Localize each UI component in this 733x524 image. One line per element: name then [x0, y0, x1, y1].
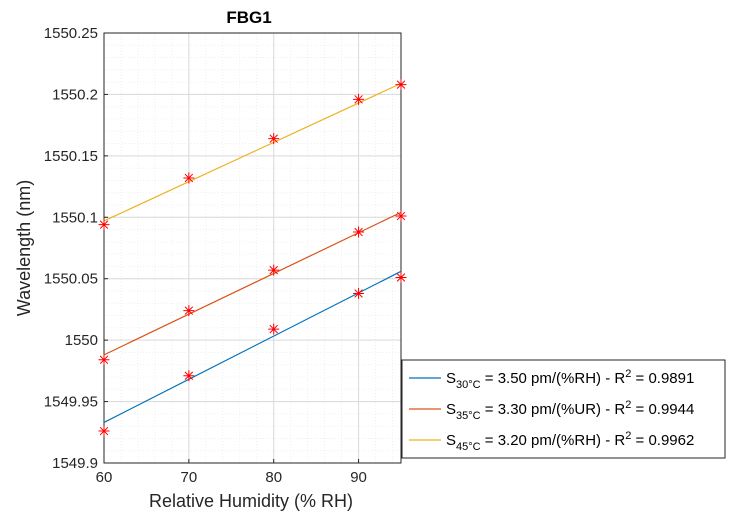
legend: S30°C = 3.50 pm/(%RH) - R2 = 0.9891 S35°C…: [401, 359, 726, 459]
data-point: [183, 172, 195, 184]
data-markers: [98, 79, 407, 437]
y-tick-label: 1549.9: [52, 455, 98, 472]
data-point: [395, 271, 407, 283]
legend-entry: S45°C = 3.20 pm/(%RH) - R2 = 0.9962: [446, 430, 694, 453]
data-point: [98, 425, 110, 437]
x-tick-label: 90: [350, 469, 367, 486]
y-tick-label: 1550.15: [44, 148, 98, 165]
legend-entry: S35°C = 3.30 pm/(%UR) - R2 = 0.9944: [446, 399, 694, 422]
fit-line: [103, 82, 402, 222]
y-tick-label: 1550: [65, 332, 98, 349]
fit-line: [103, 270, 402, 423]
chart-title: FBG1: [226, 8, 271, 27]
data-point: [183, 370, 195, 382]
y-tick-label: 1550.05: [44, 271, 98, 288]
x-tick-label: 60: [96, 469, 113, 486]
data-point: [395, 79, 407, 91]
y-axis-ticks: 1549.9 1549.95 1550 1550.05 1550.1 1550.15 155…: [44, 25, 108, 472]
y-axis-label: Wavelength (nm): [14, 180, 34, 316]
data-point: [353, 287, 365, 299]
fit-lines: [103, 82, 402, 423]
x-axis-label: Relative Humidity (% RH): [149, 491, 353, 511]
y-tick-label: 1550.1: [52, 209, 98, 226]
plot-area-frame: [103, 32, 402, 464]
data-point: [395, 210, 407, 222]
data-point: [353, 226, 365, 238]
data-point: [268, 323, 280, 335]
x-tick-label: 70: [181, 469, 198, 486]
y-tick-label: 1550.25: [44, 25, 98, 42]
data-point: [183, 305, 195, 317]
data-point: [268, 264, 280, 276]
legend-entry: S30°C = 3.50 pm/(%RH) - R2 = 0.9891: [446, 368, 694, 391]
data-point: [268, 133, 280, 145]
data-point: [98, 354, 110, 366]
x-axis-ticks: 60 70 80 90: [96, 459, 367, 486]
fit-line: [103, 211, 402, 356]
legend-box: [401, 359, 726, 459]
y-tick-label: 1549.95: [44, 394, 98, 411]
data-point: [98, 219, 110, 231]
y-tick-label: 1550.2: [52, 86, 98, 103]
data-point: [353, 93, 365, 105]
x-tick-label: 80: [265, 469, 282, 486]
